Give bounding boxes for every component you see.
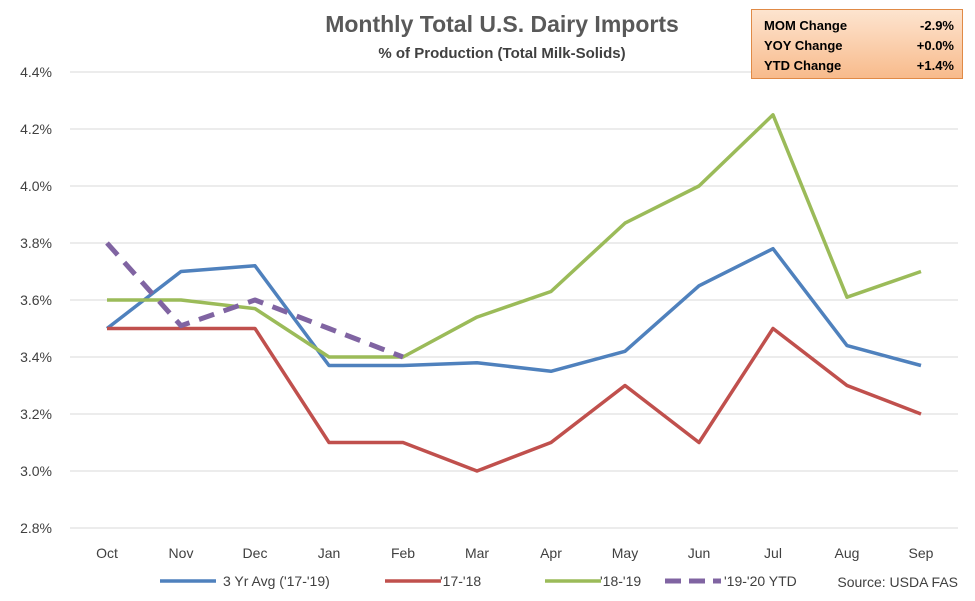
y-tick-label: 2.8% xyxy=(20,520,52,536)
gridlines xyxy=(70,71,958,529)
source-note: Source: USDA FAS xyxy=(837,574,958,590)
stat-label: YOY Change xyxy=(764,38,843,53)
x-tick-label: Jun xyxy=(688,545,711,561)
y-tick-label: 4.0% xyxy=(20,178,52,194)
x-tick-label: Jul xyxy=(764,545,782,561)
series-lines xyxy=(105,113,922,473)
y-tick-label: 3.6% xyxy=(20,292,52,308)
series-line-2 xyxy=(107,113,922,359)
x-tick-label: Mar xyxy=(465,545,489,561)
y-tick-label: 3.2% xyxy=(20,406,52,422)
legend: 3 Yr Avg ('17-'19) '17-'18 '18-'19 '19-'20 … xyxy=(160,573,797,589)
y-tick-label: 3.8% xyxy=(20,235,52,251)
stat-row: MOM Change -2.9% xyxy=(764,16,954,36)
chart-subtitle: % of Production (Total Milk-Solids) xyxy=(378,45,625,62)
legend-label-1: '17-'18 xyxy=(440,573,481,589)
change-stats-box: MOM Change -2.9% YOY Change +0.0% YTD Change… xyxy=(751,9,963,79)
stat-label: MOM Change xyxy=(764,18,848,33)
x-tick-label: Oct xyxy=(96,545,118,561)
series-line-3 xyxy=(105,241,404,360)
stat-row: YOY Change +0.0% xyxy=(764,36,954,56)
y-tick-label: 3.4% xyxy=(20,349,52,365)
chart-title: Monthly Total U.S. Dairy Imports xyxy=(325,11,679,37)
x-axis: Oct Nov Dec Jan Feb Mar Apr May Jun Jul Aug Sep xyxy=(96,545,934,561)
x-tick-label: Dec xyxy=(243,545,268,561)
series-line-0 xyxy=(105,246,922,374)
y-tick-label: 4.4% xyxy=(20,64,52,80)
x-tick-label: Feb xyxy=(391,545,415,561)
x-tick-label: May xyxy=(612,545,638,561)
stat-value: -2.9% xyxy=(920,18,954,33)
stat-value: +0.0% xyxy=(916,38,954,53)
y-tick-label: 4.2% xyxy=(20,121,52,137)
x-tick-label: Apr xyxy=(540,545,562,561)
legend-label-2: '18-'19 xyxy=(600,573,641,589)
legend-label-0: 3 Yr Avg ('17-'19) xyxy=(223,573,330,589)
y-axis: 2.8% 3.0% 3.2% 3.4% 3.6% 3.8% 4.0% 4.2% 4.4% xyxy=(20,64,52,536)
x-tick-label: Sep xyxy=(909,545,934,561)
stat-label: YTD Change xyxy=(764,58,842,73)
y-tick-label: 3.0% xyxy=(20,463,52,479)
stat-value: +1.4% xyxy=(916,58,954,73)
x-tick-label: Jan xyxy=(318,545,341,561)
x-tick-label: Nov xyxy=(169,545,194,561)
stat-row: YTD Change +1.4% xyxy=(764,56,954,76)
legend-label-3: '19-'20 YTD xyxy=(724,573,797,589)
series-line-1 xyxy=(107,326,922,473)
x-tick-label: Aug xyxy=(835,545,860,561)
